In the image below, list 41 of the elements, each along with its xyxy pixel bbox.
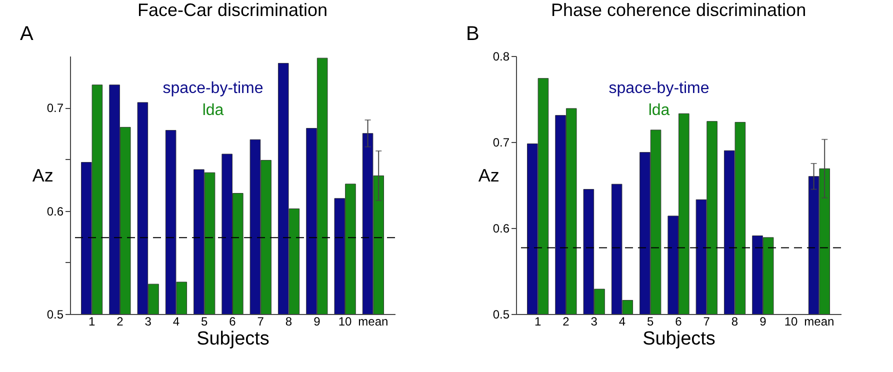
y-tick-label: 0.5 xyxy=(46,308,64,322)
chart-title: Face-Car discrimination xyxy=(137,0,328,20)
y-tick-label: 0.8 xyxy=(492,50,510,64)
y-axis-title: Az xyxy=(478,166,500,186)
x-tick-label: 1 xyxy=(88,314,96,328)
x-tick-label: 5 xyxy=(647,314,654,328)
y-axis-title: Az xyxy=(32,166,54,186)
x-tick-label: 8 xyxy=(731,314,738,328)
x-tick-label: 7 xyxy=(257,314,264,328)
y-tick-label: 0.7 xyxy=(492,136,510,150)
x-tick-label: 1 xyxy=(534,314,542,328)
x-tick-label: mean xyxy=(804,314,834,328)
x-tick-label: 6 xyxy=(675,314,682,328)
series-label: space-by-time xyxy=(162,80,264,97)
x-tick-label: 10 xyxy=(338,314,352,328)
text: A xyxy=(20,23,34,45)
y-tick-label: 0.7 xyxy=(46,101,64,116)
text: space-by-time xyxy=(608,80,710,97)
y-tick-label: 0.6 xyxy=(492,222,510,236)
x-tick-label: 7 xyxy=(703,314,710,328)
text: lda xyxy=(202,102,224,119)
x-axis-title: Subjects xyxy=(196,328,270,350)
x-tick-label: 4 xyxy=(172,314,180,328)
y-tick-label: 0.5 xyxy=(492,308,510,322)
series-label: lda xyxy=(648,102,670,119)
x-tick-label: 3 xyxy=(144,314,152,328)
x-tick-label: 10 xyxy=(784,314,798,328)
x-tick-label: 8 xyxy=(285,314,292,328)
x-tick-label: 5 xyxy=(201,314,208,328)
x-tick-label: mean xyxy=(358,314,388,328)
y-tick-label: 0.6 xyxy=(46,204,64,218)
x-tick-label: 3 xyxy=(590,314,598,328)
x-tick-label: 2 xyxy=(116,314,124,328)
chart-title: Phase coherence discrimination xyxy=(550,0,806,20)
text: B xyxy=(466,23,480,45)
x-tick-label: 9 xyxy=(760,314,767,328)
x-axis-title: Subjects xyxy=(642,328,716,350)
x-tick-label: 6 xyxy=(229,314,236,328)
x-tick-label: 2 xyxy=(562,314,570,328)
x-tick-label: 4 xyxy=(618,314,626,328)
x-tick-label: 9 xyxy=(314,314,321,328)
